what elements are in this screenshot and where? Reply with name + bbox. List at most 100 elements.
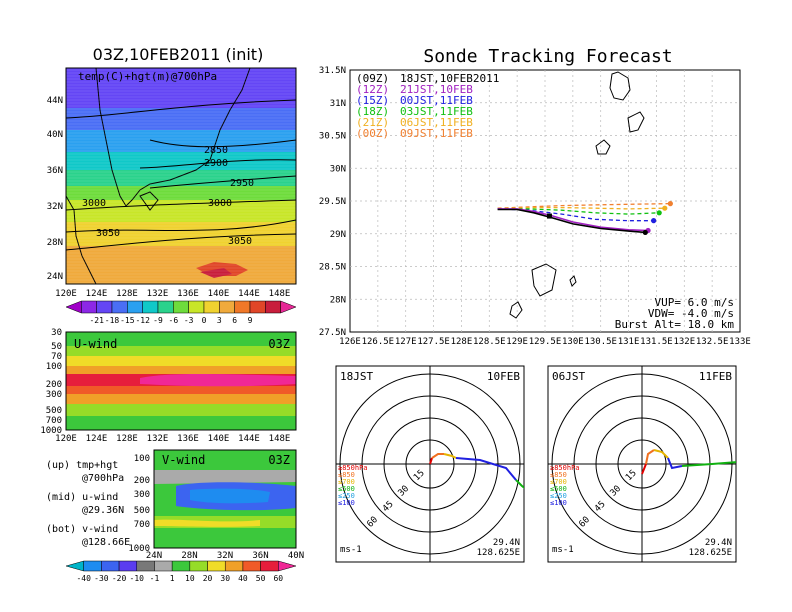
track-lat-label: 28.5N [319, 263, 346, 273]
track-lon-label: 129E [506, 337, 528, 347]
uwind-level-label: 1000 [40, 426, 62, 436]
track-lon-label: 128.5E [473, 337, 506, 347]
uwind-lon-label: 144E [238, 434, 260, 444]
height-contour [149, 175, 297, 189]
temp-colorbar-label: -6 [169, 316, 179, 325]
map-lon-label: 140E [208, 289, 230, 299]
map-frame [65, 67, 297, 285]
track-lon-label: 131.5E [640, 337, 673, 347]
map-lat-label: 36N [47, 166, 63, 176]
hodo-trace [429, 457, 433, 465]
wind-colorbar-cell [189, 560, 208, 572]
hodo-level-label: ≤500 [550, 485, 567, 493]
vwind-field [154, 450, 296, 548]
uwind-band [66, 394, 296, 404]
uwind-band [66, 366, 296, 374]
track-legend-code: (15Z) [356, 94, 389, 107]
temp-colorbar-cell [249, 300, 266, 314]
track-legend-label: 00JST,11FEB [400, 94, 473, 107]
track-lon-label: 131E [618, 337, 640, 347]
uwind-lon-label: 120E [55, 434, 77, 444]
hodo-lat: 29.4N [493, 538, 520, 548]
temp-colorbar-label: 3 [217, 316, 222, 325]
track-line [497, 202, 671, 209]
vwind-band [154, 450, 296, 470]
vwind-lat-label: 36N [252, 551, 268, 561]
wind-colorbar-label: 50 [256, 574, 266, 583]
uwind-label: U-wind [74, 337, 117, 351]
track-lon-label: 132.5E [696, 337, 729, 347]
hodo-level-label: ≤250 [338, 492, 355, 500]
vwind-time: 03Z [268, 453, 290, 467]
contour-label: 3050 [96, 228, 120, 239]
track-y-ticks: 31.5N 31N 30.5N 30N 29.5N 29N 28.5N 28N 27.5N [319, 66, 346, 338]
track-legend-code: (18Z) [356, 105, 389, 118]
hodo-trace [645, 449, 655, 465]
temp-colorbar-cell [65, 300, 82, 314]
wind-colorbar-cell [260, 560, 279, 572]
track-lines [497, 201, 673, 236]
uwind-level-label: 100 [46, 362, 62, 372]
hodo-level-label: ≤250 [550, 492, 567, 500]
track-lon-label: 130.5E [584, 337, 617, 347]
wind-colorbar-cell [242, 560, 261, 572]
wind-colorbar-cell [278, 560, 297, 572]
note-mid-1: (mid) u-wind [46, 492, 118, 503]
track-legend-code: (12Z) [356, 83, 389, 96]
track-lon-label: 126.5E [362, 337, 395, 347]
track-lat-label: 30.5N [319, 132, 346, 142]
map-lon-ticks: 120E 124E 128E 132E 136E 140E 144E 148E [55, 289, 290, 299]
temp-colorbar-cell [280, 300, 297, 314]
track-endpoint [651, 218, 657, 224]
uwind-frame [65, 331, 297, 431]
track-endpoint [656, 210, 662, 216]
temp-colorbar-label: 0 [202, 316, 207, 325]
track-lat-label: 31.5N [319, 66, 346, 76]
temp-colorbar-label: -15 [120, 316, 135, 325]
vwind-lat-label: 32N [217, 551, 233, 561]
uwind-lon-label: 128E [116, 434, 138, 444]
map-lat-label: 24N [47, 272, 63, 282]
wind-colorbar-label: 1 [170, 574, 175, 583]
hodo-trace [532, 494, 534, 496]
vwind-y-ticks: 100 200 300 500 700 1000 [128, 454, 150, 554]
vwind-level-label: 200 [134, 476, 150, 486]
track-lon-label: 127E [395, 337, 417, 347]
param-vdw: VDW= -4.0 m/s [648, 307, 734, 320]
uwind-field [66, 332, 296, 430]
track-lon-label: 130E [562, 337, 584, 347]
track-line [497, 208, 654, 222]
hodo-level-label: ≤850 [338, 471, 355, 479]
vwind-level-label: 700 [134, 520, 150, 530]
wind-colorbar-cell [118, 560, 138, 572]
wind-colorbar [65, 560, 297, 572]
hodo-trace [431, 453, 444, 459]
map-lat-label: 28N [47, 238, 63, 248]
uwind-jet-core [140, 374, 296, 387]
note-up-1: (up) tmp+hgt [46, 460, 118, 471]
hodo-time: 18JST [340, 370, 373, 383]
height-contour [139, 159, 297, 169]
wind-colorbar-label: -30 [94, 574, 109, 583]
contour-label: 2900 [204, 158, 228, 169]
vwind-frame [153, 449, 297, 549]
vwind-level-label: 500 [134, 506, 150, 516]
track-line [497, 208, 660, 215]
track-lat-label: 31N [330, 99, 346, 109]
wind-colorbar-ticks: -40 -30 -20 -10 -1 1 10 20 30 40 50 60 [76, 574, 283, 583]
coastline [95, 68, 251, 207]
temp-colorbar-label: -12 [135, 316, 150, 325]
hodo-lat: 29.4N [705, 538, 732, 548]
temp-field [66, 68, 296, 284]
uwind-lon-label: 140E [208, 434, 230, 444]
temp-band [66, 246, 296, 284]
wind-colorbar-cell [224, 560, 244, 572]
uwind-time: 03Z [268, 337, 290, 351]
temp-colorbar-label: 6 [232, 316, 237, 325]
temp-colorbar-cell [81, 300, 97, 314]
uwind-level-label: 70 [51, 352, 62, 362]
track-lon-label: 126E [339, 337, 361, 347]
